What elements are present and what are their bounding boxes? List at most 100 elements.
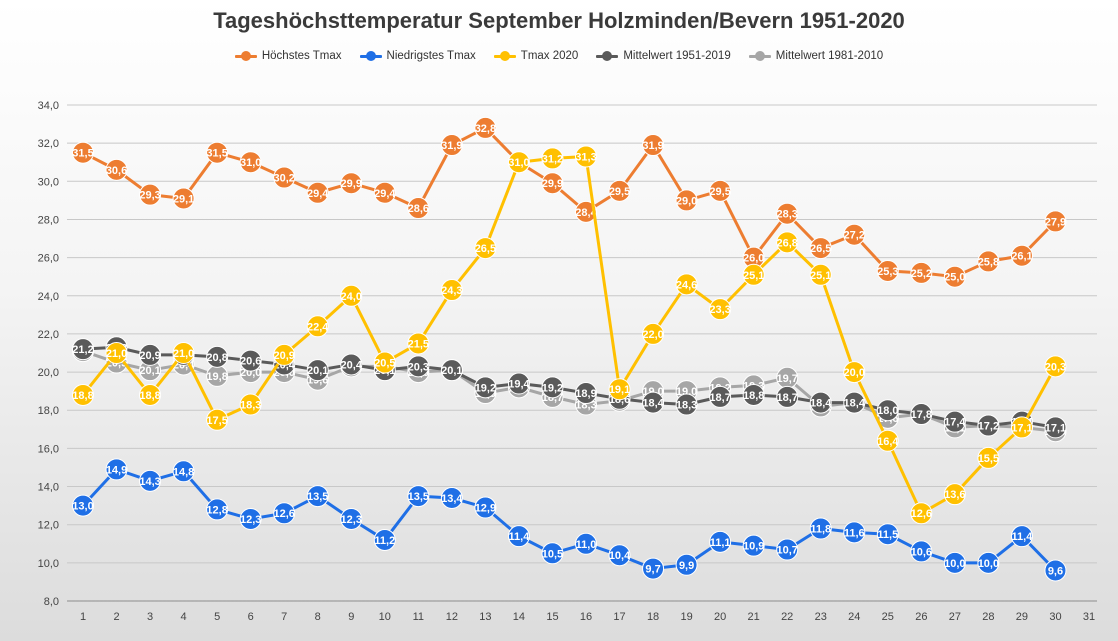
data-label: 20,1: [441, 365, 462, 377]
data-point: [105, 158, 128, 181]
data-point: [843, 223, 866, 246]
data-label: 18,0: [877, 405, 898, 417]
data-label: 17,8: [911, 409, 932, 421]
data-label: 19,4: [508, 379, 530, 391]
data-point: [407, 332, 430, 355]
x-tick-label: 19: [680, 611, 692, 623]
data-point: [206, 498, 229, 521]
data-label: 11,6: [844, 527, 865, 539]
data-label: 20,9: [139, 350, 160, 362]
data-label: 27,2: [844, 230, 865, 242]
data-point: [373, 351, 396, 374]
data-label: 17,1: [1045, 422, 1066, 434]
y-tick-label: 30,0: [38, 176, 59, 188]
data-label: 29,0: [676, 195, 697, 207]
data-label: 25,1: [743, 270, 764, 282]
data-label: 13,4: [441, 493, 463, 505]
x-tick-label: 18: [647, 611, 659, 623]
data-point: [642, 391, 665, 414]
data-label: 31,0: [508, 157, 529, 169]
data-point: [709, 179, 732, 202]
legend-marker-icon: [596, 51, 619, 61]
data-point: [709, 298, 732, 321]
x-tick-label: 10: [379, 611, 391, 623]
data-point: [340, 284, 363, 307]
data-label: 29,5: [709, 186, 730, 198]
data-point: [239, 393, 262, 416]
legend-marker-icon: [359, 51, 382, 61]
data-point: [843, 391, 866, 414]
data-point: [642, 134, 665, 157]
data-point: [776, 202, 799, 225]
data-point: [105, 458, 128, 481]
y-tick-label: 28,0: [38, 214, 59, 226]
data-point: [407, 355, 430, 378]
data-point: [139, 383, 162, 406]
data-point: [675, 553, 698, 576]
data-point: [273, 502, 296, 525]
data-label: 18,3: [676, 400, 697, 412]
data-label: 9,7: [645, 564, 660, 576]
x-tick-label: 6: [248, 611, 254, 623]
data-point: [273, 343, 296, 366]
data-label: 17,4: [944, 417, 966, 429]
x-tick-label: 28: [982, 611, 994, 623]
data-label: 12,6: [911, 508, 932, 520]
data-point: [306, 315, 329, 338]
legend: Höchstes Tmax Niedrigstes Tmax Tmax 2020…: [0, 50, 1118, 62]
x-tick-label: 12: [446, 611, 458, 623]
data-point: [876, 523, 899, 546]
data-point: [474, 116, 497, 139]
data-point: [474, 496, 497, 519]
data-point: [776, 538, 799, 561]
data-label: 18,4: [642, 398, 664, 410]
data-point: [742, 534, 765, 557]
data-label: 18,7: [776, 392, 797, 404]
legend-item-hoechstes-tmax: Höchstes Tmax: [234, 50, 342, 62]
data-point: [943, 265, 966, 288]
data-label: 14,9: [106, 464, 127, 476]
data-label: 10,5: [542, 548, 563, 560]
data-point: [139, 469, 162, 492]
data-point: [809, 391, 832, 414]
data-point: [340, 172, 363, 195]
data-label: 18,9: [575, 388, 596, 400]
data-point: [709, 385, 732, 408]
data-label: 32,8: [475, 123, 496, 135]
data-point: [642, 557, 665, 580]
series-line: [81, 155, 1057, 515]
data-point: [340, 507, 363, 530]
data-point: [541, 147, 564, 170]
series-line: [82, 126, 1057, 279]
data-label: 28,3: [776, 209, 797, 221]
legend-marker-icon: [234, 51, 257, 61]
data-point: [776, 231, 799, 254]
data-point: [172, 187, 195, 210]
data-point: [876, 429, 899, 452]
data-label: 31,9: [441, 140, 462, 152]
data-label: 10,0: [944, 558, 965, 570]
data-point: [910, 403, 933, 426]
y-tick-label: 20,0: [38, 367, 59, 379]
data-label: 10,4: [609, 550, 631, 562]
data-point: [809, 517, 832, 540]
y-tick-label: 34,0: [38, 100, 59, 112]
data-label: 17,5: [206, 415, 227, 427]
data-label: 29,5: [609, 186, 630, 198]
x-tick-label: 3: [147, 611, 153, 623]
data-point: [943, 551, 966, 574]
x-tick-label: 31: [1083, 611, 1095, 623]
data-label: 28,4: [575, 207, 597, 219]
data-label: 30,2: [273, 172, 294, 184]
data-label: 11,8: [810, 524, 831, 536]
data-label: 31,2: [542, 153, 563, 165]
x-tick-label: 14: [513, 611, 525, 623]
data-point: [608, 378, 631, 401]
data-point: [440, 359, 463, 382]
y-tick-label: 8,0: [44, 596, 59, 608]
data-point: [642, 322, 665, 345]
data-label: 22,4: [307, 321, 329, 333]
data-point: [541, 376, 564, 399]
data-label: 31,5: [72, 148, 93, 160]
data-point: [440, 134, 463, 157]
